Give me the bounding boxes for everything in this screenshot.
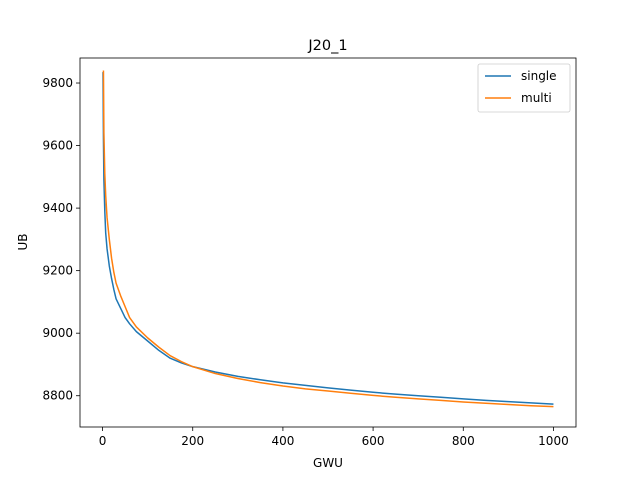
y-tick-label: 8800: [42, 389, 73, 403]
x-tick-label: 400: [271, 434, 294, 448]
series-line-single: [102, 72, 554, 405]
plot-frame: [79, 57, 577, 428]
y-tick-label: 9600: [42, 139, 73, 153]
plot-area: 0 200 400 600 800 1000 8800 9000 9200 9400 9600 98…: [42, 57, 577, 448]
y-tick-label: 9200: [42, 264, 73, 278]
x-tick-label: 200: [181, 434, 204, 448]
legend: single multi: [477, 63, 571, 113]
y-tick-label: 9000: [42, 326, 73, 340]
y-tick-label: 9800: [42, 76, 73, 90]
x-tick-label: 1000: [538, 434, 569, 448]
series-layer: [102, 70, 554, 408]
x-tick-label: 600: [362, 434, 385, 448]
series-line-multi: [102, 70, 554, 408]
legend-label-multi: multi: [521, 91, 552, 105]
y-axis-ticks: 8800 9000 9200 9400 9600 9800: [42, 76, 80, 403]
x-tick-label: 800: [452, 434, 475, 448]
y-tick-label: 9400: [42, 201, 73, 215]
y-axis-label: UB: [16, 233, 30, 250]
x-axis-ticks: 0 200 400 600 800 1000: [99, 427, 569, 448]
legend-label-single: single: [521, 69, 557, 83]
chart-title: J20_1: [307, 38, 347, 54]
x-tick-label: 0: [99, 434, 107, 448]
x-axis-label: GWU: [313, 456, 343, 470]
